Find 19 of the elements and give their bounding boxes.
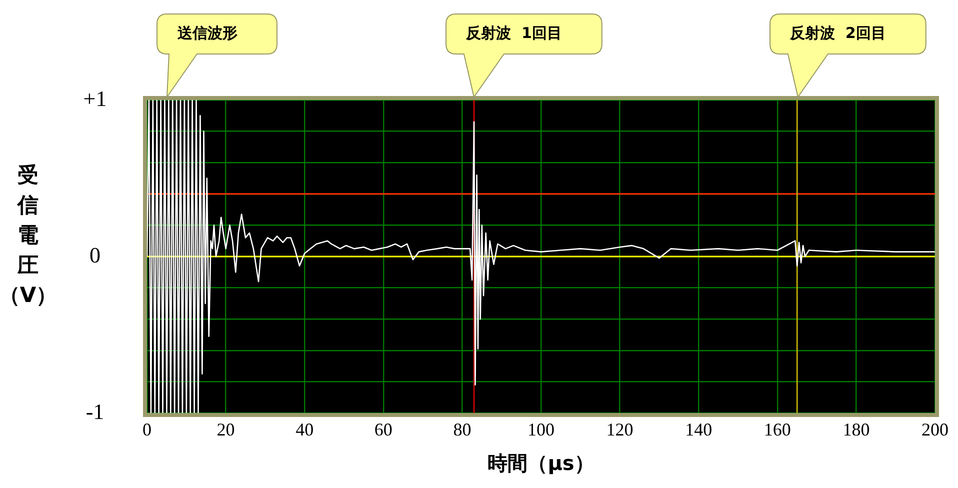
text: 反射波 2回目 bbox=[788, 24, 886, 42]
x-tick-label: 180 bbox=[842, 420, 870, 440]
y-tick-label: +1 bbox=[83, 86, 107, 111]
x-tick-label: 200 bbox=[922, 420, 948, 440]
y-axis-title: 受信電圧（V） bbox=[0, 162, 58, 307]
x-axis-title: 時間（μs） bbox=[488, 451, 594, 476]
x-tick-label: 60 bbox=[374, 420, 392, 440]
y-tick-label: -1 bbox=[86, 398, 104, 424]
x-tick-label: 100 bbox=[528, 420, 554, 440]
x-tick-label: 160 bbox=[764, 420, 791, 440]
text: 送信波形 bbox=[176, 24, 238, 42]
x-tick-label: 80 bbox=[453, 420, 472, 440]
x-tick-label: 20 bbox=[216, 420, 235, 440]
x-tick-label: 120 bbox=[606, 420, 634, 440]
x-tick-label: 40 bbox=[296, 420, 314, 440]
x-tick-label: 140 bbox=[685, 420, 712, 440]
text: 反射波 1回目 bbox=[465, 24, 562, 42]
x-tick-label: 0 bbox=[142, 420, 152, 440]
y-tick-label: 0 bbox=[90, 242, 100, 268]
